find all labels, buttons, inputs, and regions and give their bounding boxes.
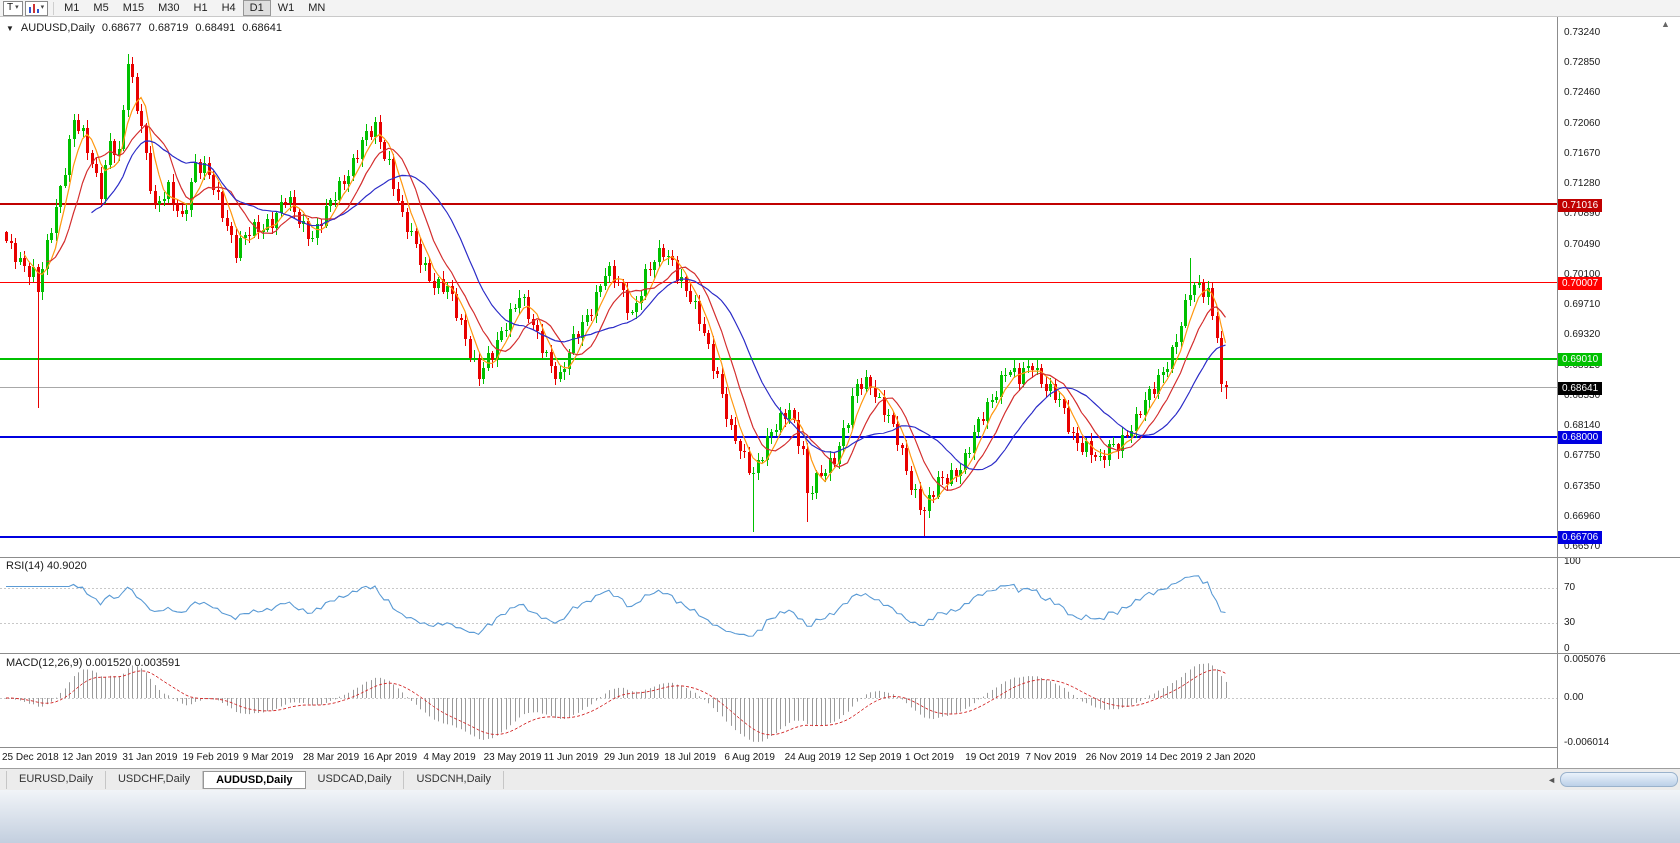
date-label: 7 Nov 2019 [1025,752,1077,763]
price-tick-label: 0.67750 [1564,450,1601,462]
tab-usdcad-daily[interactable]: USDCAD,Daily [306,770,405,789]
rsi-axis-label: 70 [1564,582,1576,594]
date-label: 31 Jan 2019 [122,752,178,763]
date-label: 23 May 2019 [483,752,542,763]
caret-down-icon: ▾ [40,4,45,11]
tab-scroll-left-arrow[interactable]: ◄ [1547,774,1556,785]
price-tick-label: 0.68140 [1564,420,1601,432]
price-level-badge: 0.68000 [1558,431,1603,445]
price-tick-label: 0.72460 [1564,87,1601,98]
price-level-badge: 0.66706 [1558,531,1603,545]
ohlc-open: 0.68677 [101,22,142,34]
current-price-badge: 0.68641 [1558,381,1603,395]
price-axis[interactable]: 0.73240 0.72850 0.72460 0.72060 0.71670 0.712… [1557,17,1680,768]
timeframe-mn[interactable]: MN [308,2,326,14]
chart-bars-icon [28,3,39,13]
price-tick-label: 0.72060 [1564,117,1601,129]
chart-style-button[interactable]: ▾ [24,0,49,16]
price-level-badge: 0.71016 [1558,198,1603,212]
date-label: 19 Oct 2019 [965,752,1020,763]
rsi-panel-canvas[interactable] [0,558,1557,653]
date-label: 4 May 2019 [423,752,476,763]
price-level-badge: 0.69010 [1558,353,1603,367]
timeframe-h1[interactable]: H1 [193,2,208,14]
caret-down-icon: ▾ [15,4,19,11]
price-tick-label: 0.66960 [1564,510,1601,522]
price-tick-label: 0.66570 [1564,541,1601,553]
chart-scroll-up-icon[interactable]: ▲ [1661,19,1670,29]
timeframe-m5[interactable]: M5 [93,2,109,14]
horizontal-scrollbar-thumb[interactable] [1560,772,1678,787]
macd-axis-label: 0.00 [1564,691,1584,703]
chart-tabs-bar: EURUSD,Daily USDCHF,Daily AUDUSD,Daily USDC… [0,768,1680,790]
macd-panel-canvas[interactable] [0,654,1557,747]
date-label: 25 Dec 2018 [2,752,59,763]
panel-separator[interactable] [0,653,1680,654]
price-tick-label: 0.67350 [1564,480,1601,492]
timeframe-m30[interactable]: M30 [158,2,180,14]
timeframe-buttons: M1 M5 M15 M30 H1 H4 D1 W1 MN [57,0,332,16]
pointer-tool-label: T [7,2,14,13]
rsi-axis-label: 30 [1564,616,1576,628]
timeframe-m1[interactable]: M1 [64,2,80,14]
date-label: 9 Mar 2019 [242,752,294,763]
chart-tabs: EURUSD,Daily USDCHF,Daily AUDUSD,Daily USDC… [6,770,505,789]
top-toolbar: T ▾ ▾ M1 M5 M15 M30 H1 H4 D1 W1 MN [0,0,1680,17]
price-tick-label: 0.70490 [1564,238,1601,250]
price-tick-label: 0.70890 [1564,208,1601,220]
date-label: 24 Aug 2019 [784,752,841,763]
date-label: 12 Jan 2019 [62,752,118,763]
price-tick-label: 0.69710 [1564,299,1601,310]
collapse-chart-icon[interactable]: ▼ [6,23,14,33]
main-chart-canvas[interactable] [0,17,1557,557]
date-label: 16 Apr 2019 [363,752,418,763]
date-label: 28 Mar 2019 [303,752,360,763]
price-tick-label: 0.71280 [1564,177,1601,189]
panel-separator[interactable] [0,557,1680,558]
timeframe-h4[interactable]: H4 [221,2,236,14]
date-label: 6 Aug 2019 [724,752,775,763]
timeframe-w1[interactable]: W1 [277,2,295,14]
rsi-axis-label: 0 [1564,643,1570,654]
date-label: 26 Nov 2019 [1085,752,1143,763]
price-tick-label: 0.68530 [1564,389,1601,401]
date-label: 11 Jun 2019 [543,752,599,763]
tab-usdchf-daily[interactable]: USDCHF,Daily [106,770,204,789]
chart-title: ▼ AUDUSD,Daily 0.68677 0.68719 0.68491 0… [6,22,282,34]
date-label: 1 Oct 2019 [905,752,954,763]
date-label: 12 Sep 2019 [844,752,902,763]
date-label: 2 Jan 2020 [1206,752,1256,763]
price-level-badge: 0.70007 [1558,276,1603,290]
price-tick-label: 0.70100 [1564,268,1601,280]
symbol-period-label: AUDUSD,Daily [20,22,95,34]
price-tick-label: 0.71670 [1564,147,1601,159]
date-axis[interactable]: 25 Dec 2018 12 Jan 2019 31 Jan 2019 19 Feb … [0,747,1557,768]
macd-axis-label: -0.006014 [1564,737,1610,748]
timeframe-d1[interactable]: D1 [242,0,271,16]
tab-audusd-daily[interactable]: AUDUSD,Daily [203,770,306,789]
rsi-indicator-label: RSI(14) 40.9020 [6,560,87,572]
rsi-axis-label: 100 [1564,556,1581,567]
ohlc-low: 0.68491 [195,22,236,34]
date-label: 29 Jun 2019 [604,752,660,763]
macd-indicator-label: MACD(12,26,9) 0.001520 0.003591 [6,657,181,669]
date-label: 14 Dec 2019 [1145,752,1203,763]
price-tick-label: 0.69320 [1564,329,1601,341]
price-tick-label: 0.73240 [1564,26,1601,38]
macd-axis-label: 0.005076 [1564,654,1606,665]
ohlc-high: 0.68719 [148,22,189,34]
tab-usdcnh-daily[interactable]: USDCNH,Daily [404,770,505,789]
date-label: 18 Jul 2019 [664,752,716,763]
date-label: 19 Feb 2019 [182,752,239,763]
price-tick-label: 0.72850 [1564,56,1601,68]
pointer-tool-button[interactable]: T ▾ [3,0,23,16]
tab-eurusd-daily[interactable]: EURUSD,Daily [6,770,106,789]
tab-scrollbar: ◄ [1547,772,1678,787]
timeframe-m15[interactable]: M15 [122,2,145,14]
bottom-status-area [0,790,1680,843]
toolbar-separator [53,1,55,15]
ohlc-close: 0.68641 [242,22,282,34]
